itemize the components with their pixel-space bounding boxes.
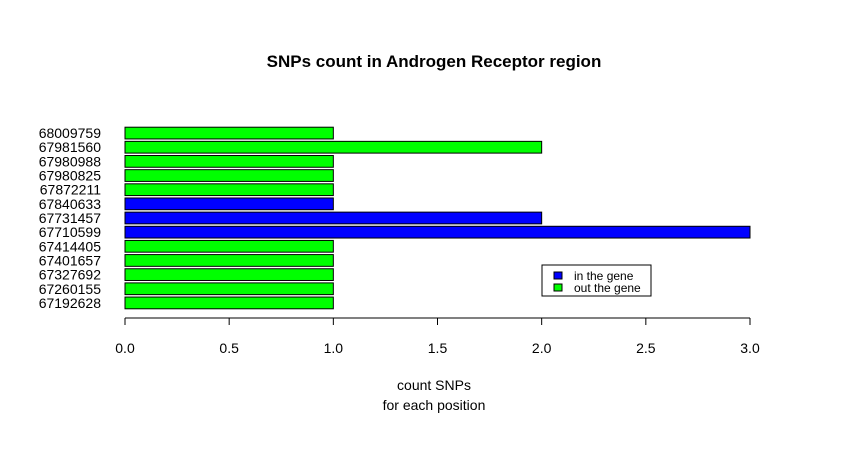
bar-67192628 [124, 296, 334, 310]
y-tick-label: 67731457 [39, 210, 102, 226]
y-tick-label: 67981560 [39, 139, 102, 155]
x-tick-label: 1.0 [324, 340, 344, 356]
x-tick-label: 0.5 [219, 340, 239, 356]
x-axis-label-line2: for each position [383, 397, 486, 413]
bar-67980988 [124, 155, 334, 168]
x-tick-label: 2.0 [532, 340, 552, 356]
bars-group [124, 126, 751, 310]
x-tick-label: 3.0 [740, 340, 760, 356]
x-tick-label: 1.5 [428, 340, 448, 356]
y-tick-label: 67327692 [39, 267, 102, 283]
bar-67980825 [124, 169, 334, 182]
bar-67414405 [124, 239, 334, 253]
bar-67327692 [124, 268, 334, 281]
y-tick-label: 67260155 [39, 281, 102, 297]
bar-67401657 [124, 254, 334, 267]
y-tick-labels: 6719262867260155673276926740165767414405… [39, 125, 102, 311]
chart-title: SNPs count in Androgen Receptor region [267, 52, 602, 71]
bar-67710599 [124, 225, 751, 239]
y-tick-label: 67840633 [39, 196, 102, 212]
legend-swatch [553, 283, 563, 292]
x-axis-label: count SNPs [397, 377, 471, 393]
bar-67981560 [124, 140, 543, 154]
bar-67731457 [124, 211, 543, 225]
bar-67840633 [124, 197, 334, 211]
y-tick-label: 67872211 [40, 182, 101, 198]
x-tick-label: 0.0 [115, 340, 135, 356]
y-tick-label: 67710599 [39, 224, 102, 240]
y-tick-label: 67401657 [39, 252, 102, 268]
y-tick-label: 67980825 [39, 168, 102, 184]
legend-label: out the gene [574, 281, 641, 295]
legend-label: in the gene [574, 269, 634, 283]
legend-swatch [553, 271, 563, 280]
x-axis: 0.0 0.5 1.0 1.5 2.0 2.5 3.0 [115, 317, 760, 356]
bar-67260155 [124, 282, 334, 296]
x-tick-label: 2.5 [636, 340, 656, 356]
bar-68009759 [124, 126, 334, 140]
y-tick-label: 67192628 [39, 295, 102, 311]
y-tick-label: 68009759 [39, 125, 102, 141]
bar-67872211 [124, 183, 334, 197]
y-tick-label: 67414405 [39, 238, 102, 254]
y-tick-label: 67980988 [39, 153, 102, 169]
